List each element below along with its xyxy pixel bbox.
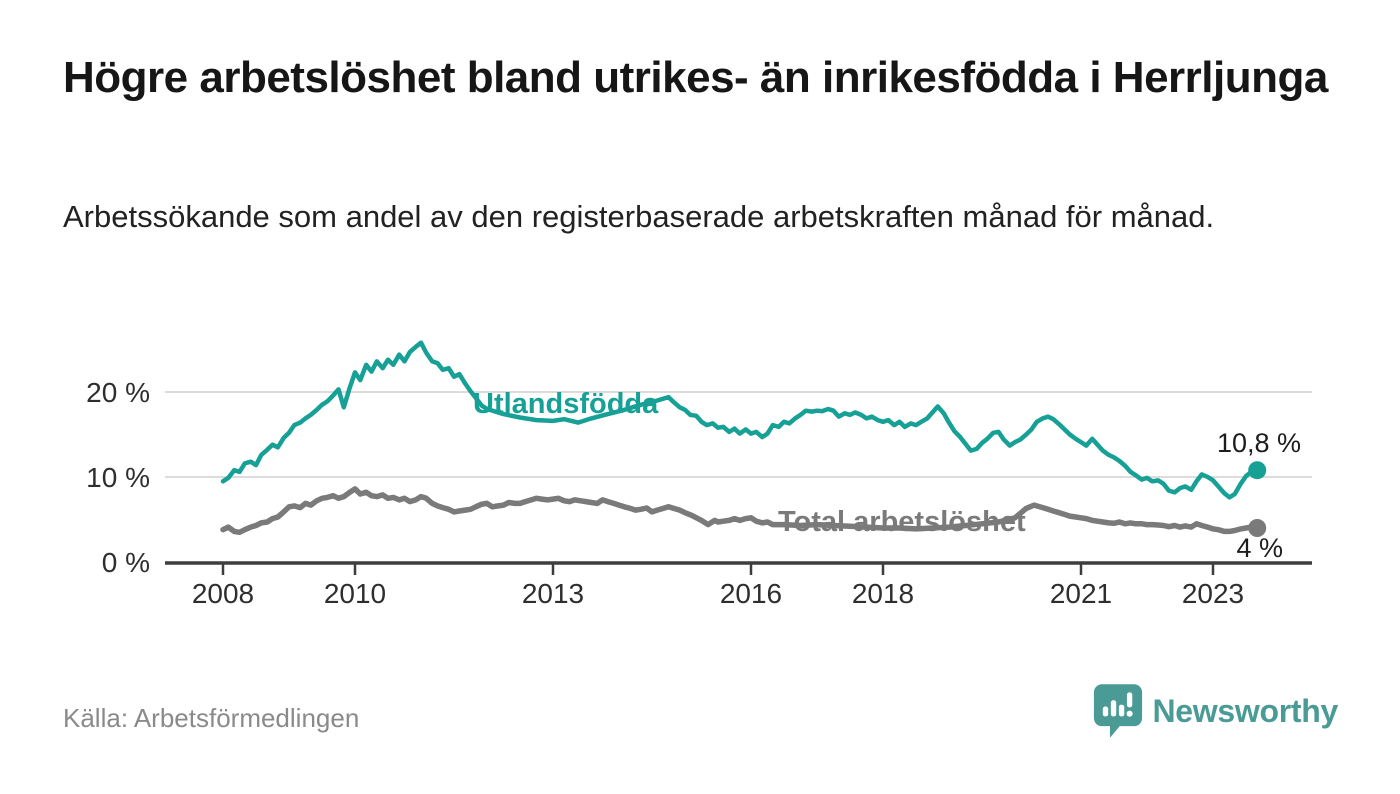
series-end-dot	[1248, 519, 1267, 537]
newsworthy-brand: Newsworthy	[1093, 683, 1339, 739]
x-tick-label: 2008	[192, 578, 254, 609]
x-tick-label: 2010	[324, 578, 386, 609]
newsworthy-logo-icon	[1093, 684, 1142, 738]
series-label: Total arbetslöshet	[778, 506, 1026, 538]
series-end-value-label: 4 %	[1236, 533, 1283, 563]
x-tick-label: 2016	[720, 578, 782, 609]
y-tick-label: 10 %	[86, 462, 150, 493]
x-tick-label: 2021	[1050, 578, 1112, 609]
y-tick-label: 20 %	[86, 377, 150, 408]
series-line-utlandsfodda	[220, 340, 1260, 500]
y-tick-label: 0 %	[102, 547, 150, 578]
page-title: Högre arbetslöshet bland utrikes- än inr…	[63, 53, 1328, 102]
series-end-value-label: 10,8 %	[1217, 428, 1301, 458]
series-end-dot	[1248, 461, 1267, 480]
x-tick-label: 2018	[852, 578, 914, 609]
series-line-total	[220, 486, 1260, 536]
newsworthy-wordmark: Newsworthy	[1152, 692, 1339, 729]
series-label: Utlandsfödda	[473, 388, 659, 420]
source-note: Källa: Arbetsförmedlingen	[63, 703, 360, 733]
x-tick-label: 2023	[1182, 578, 1244, 609]
x-tick-label: 2013	[522, 578, 584, 609]
chart-subtitle: Arbetssökande som andel av den registerb…	[63, 199, 1215, 234]
